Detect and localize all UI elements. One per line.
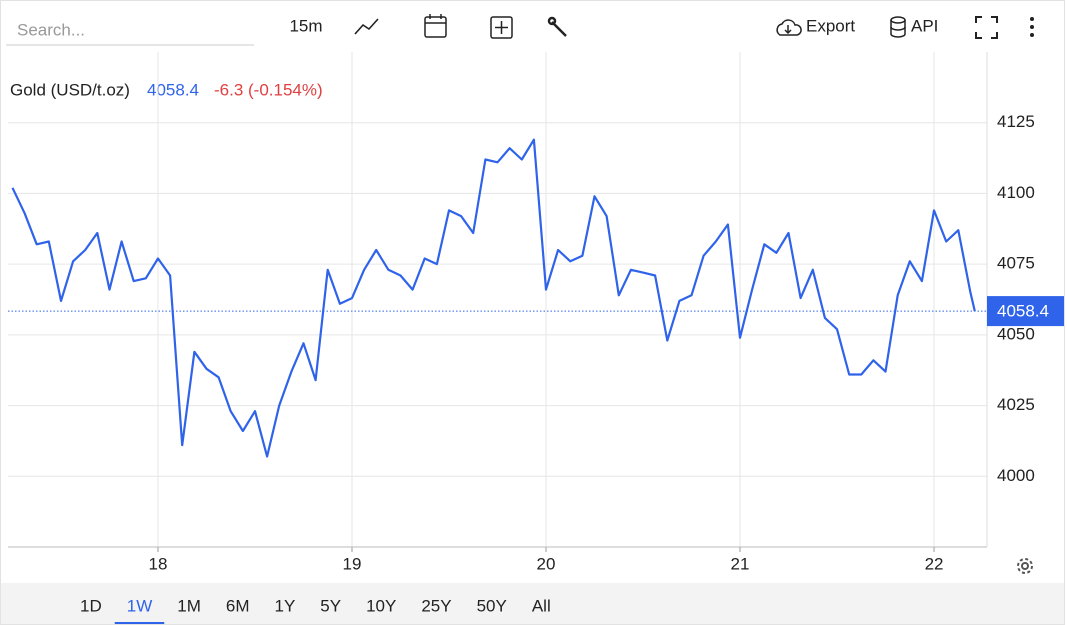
chart-type-icon[interactable] [354, 18, 379, 35]
range-button[interactable]: 50Y [477, 596, 507, 615]
range-button[interactable]: 1M [177, 596, 201, 615]
x-tick-label: 19 [343, 554, 362, 573]
range-button[interactable]: 25Y [421, 596, 451, 615]
y-tick-label: 4000 [997, 466, 1035, 485]
calendar-icon[interactable] [424, 14, 447, 38]
range-button[interactable]: 10Y [366, 596, 396, 615]
tools-icon[interactable] [547, 16, 567, 37]
y-tick-label: 4075 [997, 254, 1035, 273]
y-tick-label: 4050 [997, 324, 1035, 343]
range-bar [1, 583, 1064, 624]
fullscreen-icon[interactable] [975, 16, 998, 39]
last-value-label: 4058.4 [997, 302, 1049, 321]
interval-button[interactable]: 15m [289, 16, 322, 35]
x-tick-label: 20 [537, 554, 556, 573]
add-indicator-icon[interactable] [490, 16, 513, 39]
y-tick-label: 4025 [997, 395, 1035, 414]
last-value-box [987, 296, 1064, 327]
y-tick-label: 4100 [997, 183, 1035, 202]
range-button[interactable]: 1Y [274, 596, 295, 615]
export-icon[interactable] [776, 19, 802, 36]
settings-icon[interactable] [1017, 558, 1033, 574]
export-button[interactable]: Export [806, 16, 855, 35]
y-tick-label: 4125 [997, 112, 1035, 131]
range-button[interactable]: 5Y [320, 596, 341, 615]
range-button[interactable]: 6M [226, 596, 250, 615]
x-tick-label: 18 [149, 554, 168, 573]
price-line [11, 138, 976, 458]
range-button[interactable]: 1D [80, 596, 102, 615]
series-name: Gold (USD/t.oz) [10, 80, 130, 99]
api-button[interactable]: API [911, 16, 938, 35]
search-input[interactable]: Search... [17, 20, 85, 39]
last-value: 4058.4 [147, 80, 199, 99]
api-icon[interactable] [890, 16, 906, 38]
change: -6.3 (-0.154%) [214, 80, 323, 99]
range-button[interactable]: 1W [127, 596, 153, 615]
x-tick-label: 21 [731, 554, 750, 573]
x-tick-label: 22 [925, 554, 944, 573]
range-button[interactable]: All [532, 596, 551, 615]
menu-icon[interactable] [1030, 17, 1034, 37]
